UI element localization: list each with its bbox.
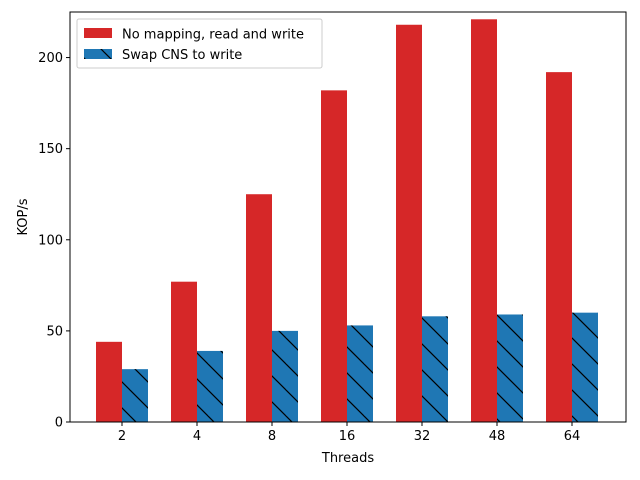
y-axis-ticks: 0 50 100 150 200 <box>38 51 70 431</box>
legend-swatch-hatch-series-2 <box>84 49 112 59</box>
legend-label-series-1: No mapping, read and write <box>122 28 304 43</box>
bar-hatch-series-2-64 <box>572 312 598 422</box>
bar-series-1-16 <box>321 90 347 422</box>
x-tick-label-16: 16 <box>339 429 356 444</box>
x-tick-label-64: 64 <box>564 429 581 444</box>
plot-frame <box>69 11 627 423</box>
bar-series-1-64 <box>546 72 572 422</box>
legend-box <box>76 18 323 69</box>
bar-series-1-2 <box>96 341 122 422</box>
bar-hatch-series-2-2 <box>122 369 148 422</box>
y-tick-label-150: 150 <box>38 142 63 157</box>
bars-layer <box>96 19 598 423</box>
y-tick-label-0: 0 <box>55 416 63 431</box>
bar-series-1-8 <box>246 194 272 422</box>
bar-series-1-48 <box>471 19 497 423</box>
x-axis-ticks: 2 4 8 16 32 48 64 <box>118 422 580 444</box>
bar-hatch-series-2-16 <box>347 325 373 422</box>
bar-hatch-series-2-8 <box>272 330 298 422</box>
bar-hatch-series-2-32 <box>422 316 448 422</box>
y-tick-label-100: 100 <box>38 233 63 248</box>
x-tick-label-8: 8 <box>268 429 276 444</box>
y-tick-label-50: 50 <box>46 324 63 339</box>
bar-series-1-32 <box>396 24 422 423</box>
x-tick-label-48: 48 <box>489 429 506 444</box>
x-tick-label-4: 4 <box>193 429 201 444</box>
x-axis-label: Threads <box>321 451 374 466</box>
bar-hatch-series-2-4 <box>197 350 223 422</box>
legend-swatch-series-1 <box>84 28 112 38</box>
legend-label-series-2: Swap CNS to write <box>122 48 242 63</box>
x-tick-label-2: 2 <box>118 429 126 444</box>
bar-series-1-4 <box>171 281 197 422</box>
x-tick-label-32: 32 <box>414 429 431 444</box>
y-axis-label: KOP/s <box>16 198 31 235</box>
legend: No mapping, read and write Swap CNS to w… <box>76 18 323 69</box>
y-tick-label-200: 200 <box>38 51 63 66</box>
bar-hatch-series-2-48 <box>497 314 523 422</box>
